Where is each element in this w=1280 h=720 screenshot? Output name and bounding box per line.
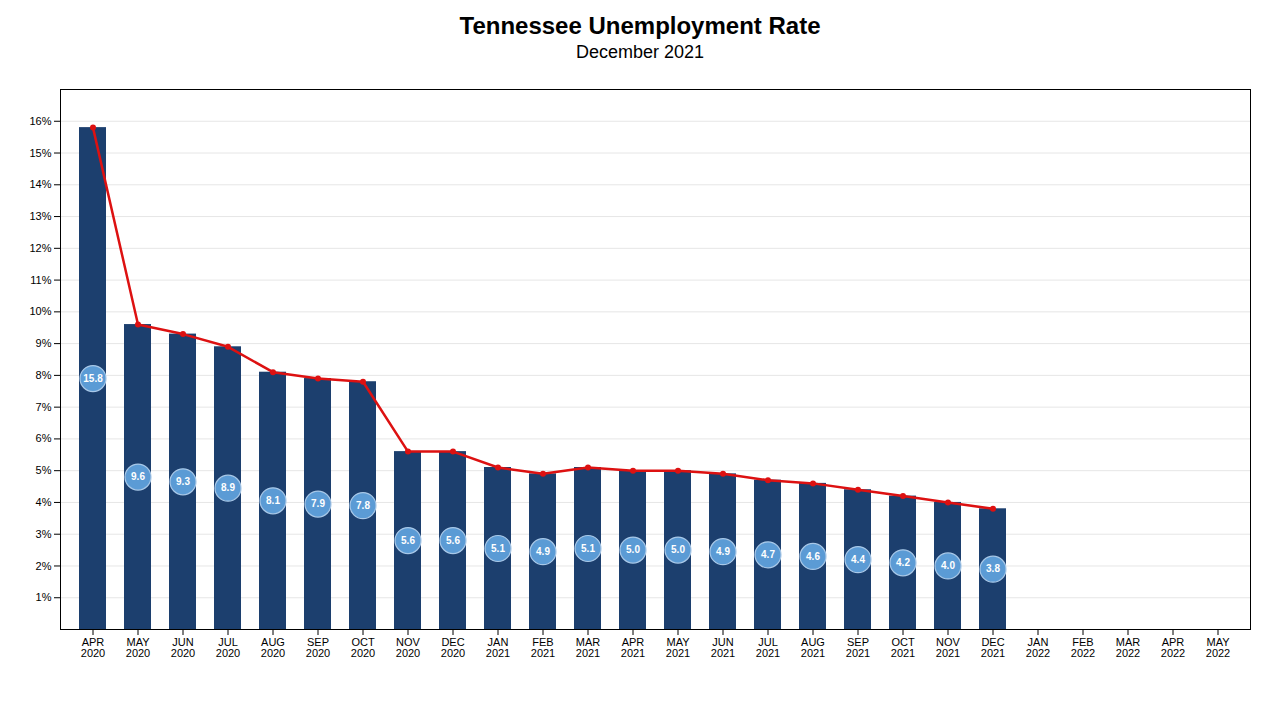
svg-text:10%: 10% <box>29 305 51 317</box>
html-text:December 2021: December 2021 <box>576 42 704 62</box>
svg-text:8.9: 8.9 <box>221 482 235 493</box>
svg-text:JUN2020: JUN2020 <box>171 636 195 659</box>
html-text:Tennessee Unemployment Rate: Tennessee Unemployment Rate <box>459 12 821 39</box>
svg-text:NOV2020: NOV2020 <box>396 636 421 659</box>
svg-text:16%: 16% <box>29 115 51 127</box>
svg-text:DEC2020: DEC2020 <box>441 636 465 659</box>
svg-text:DEC2021: DEC2021 <box>981 636 1005 659</box>
svg-text:5.6: 5.6 <box>446 535 460 546</box>
svg-text:MAR2022: MAR2022 <box>1116 636 1141 659</box>
svg-text:4%: 4% <box>36 496 52 508</box>
svg-text:APR2021: APR2021 <box>621 636 645 659</box>
svg-text:APR2020: APR2020 <box>81 636 105 659</box>
svg-text:14%: 14% <box>29 178 51 190</box>
svg-text:13%: 13% <box>29 210 51 222</box>
svg-text:JAN2021: JAN2021 <box>486 636 510 659</box>
svg-text:5.0: 5.0 <box>626 544 640 555</box>
svg-text:MAY2020: MAY2020 <box>126 636 150 659</box>
svg-text:12%: 12% <box>29 242 51 254</box>
svg-text:SEP2020: SEP2020 <box>306 636 330 659</box>
svg-text:JAN2022: JAN2022 <box>1026 636 1050 659</box>
svg-text:15.8: 15.8 <box>83 373 103 384</box>
svg-text:5%: 5% <box>36 464 52 476</box>
svg-text:4.2: 4.2 <box>896 557 910 568</box>
svg-text:4.9: 4.9 <box>716 546 730 557</box>
svg-text:7.8: 7.8 <box>356 500 370 511</box>
svg-text:FEB2022: FEB2022 <box>1071 636 1095 659</box>
svg-text:4.9: 4.9 <box>536 546 550 557</box>
svg-text:5.1: 5.1 <box>581 543 595 554</box>
svg-text:9%: 9% <box>36 337 52 349</box>
svg-text:FEB2021: FEB2021 <box>531 636 555 659</box>
svg-text:5.0: 5.0 <box>671 544 685 555</box>
svg-text:8.1: 8.1 <box>266 495 280 506</box>
svg-text:8%: 8% <box>36 369 52 381</box>
svg-text:4.7: 4.7 <box>761 549 775 560</box>
svg-text:9.6: 9.6 <box>131 471 145 482</box>
svg-text:2%: 2% <box>36 559 52 571</box>
svg-text:JUN2021: JUN2021 <box>711 636 735 659</box>
svg-text:3.8: 3.8 <box>986 563 1000 574</box>
svg-text:AUG2020: AUG2020 <box>261 636 285 659</box>
svg-text:7.9: 7.9 <box>311 498 325 509</box>
svg-text:5.6: 5.6 <box>401 535 415 546</box>
svg-text:MAY2021: MAY2021 <box>666 636 690 659</box>
svg-text:11%: 11% <box>30 274 51 286</box>
svg-text:JUL2021: JUL2021 <box>756 636 780 659</box>
svg-text:OCT2021: OCT2021 <box>891 636 915 659</box>
svg-text:9.3: 9.3 <box>176 476 190 487</box>
svg-text:APR2022: APR2022 <box>1161 636 1185 659</box>
svg-text:NOV2021: NOV2021 <box>936 636 961 659</box>
svg-text:15%: 15% <box>29 147 51 159</box>
svg-text:OCT2020: OCT2020 <box>351 636 375 659</box>
svg-text:4.6: 4.6 <box>806 551 820 562</box>
svg-text:MAR2021: MAR2021 <box>576 636 601 659</box>
svg-text:4.4: 4.4 <box>851 554 865 565</box>
svg-text:SEP2021: SEP2021 <box>846 636 870 659</box>
svg-text:7%: 7% <box>36 401 52 413</box>
svg-text:3%: 3% <box>36 528 52 540</box>
svg-text:1%: 1% <box>36 591 52 603</box>
svg-text:JUL2020: JUL2020 <box>216 636 240 659</box>
svg-text:AUG2021: AUG2021 <box>801 636 825 659</box>
svg-text:MAY2022: MAY2022 <box>1206 636 1230 659</box>
svg-text:6%: 6% <box>36 432 52 444</box>
svg-text:5.1: 5.1 <box>491 543 505 554</box>
svg-text:4.0: 4.0 <box>941 560 955 571</box>
